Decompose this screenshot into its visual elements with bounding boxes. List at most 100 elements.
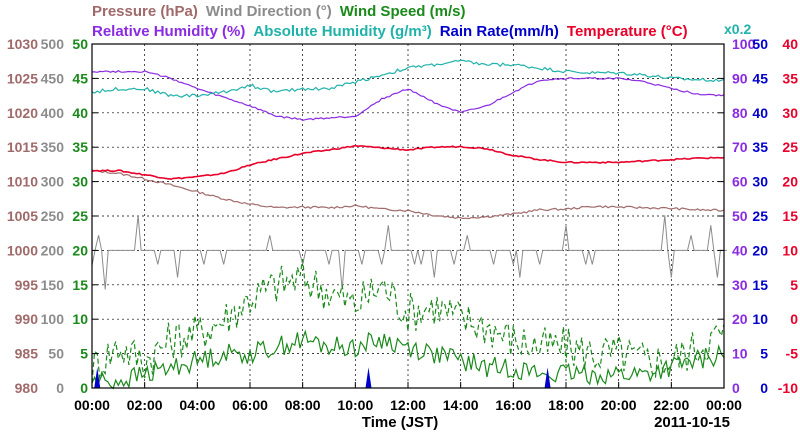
date-label: 2011-10-15 [654,414,730,431]
y-tick-label: 1010 [7,174,38,190]
x-tick-label: 18:00 [548,397,584,413]
y-tick-label: 35 [752,139,768,155]
x-tick-label: 22:00 [653,397,689,413]
y-tick-label: 25 [782,139,798,155]
y-tick-label: 15 [752,277,768,293]
y-tick-label: 5 [790,277,798,293]
y-tick-label: 100 [41,311,65,327]
y-tick-label: 300 [41,174,65,190]
legend-entry: Wind Speed (m/s) [340,3,466,20]
y-tick-label: 70 [732,139,748,155]
y-tick-label: 1000 [7,242,38,258]
temperature-c-line [91,144,725,181]
y-tick-label: 5 [80,346,88,362]
y-tick-label: 0 [80,380,88,396]
y-tick-label: 1020 [7,105,38,121]
y-tick-label: 450 [41,70,65,86]
y-tick-label: -5 [786,346,799,362]
relative-humidity-line [92,70,725,121]
y-tick-label: 990 [15,311,39,327]
pressure-hpa-line [91,169,725,220]
y-tick-label: 80 [732,105,748,121]
y-tick-label: 35 [72,139,88,155]
legend-entry: Pressure (hPa) [92,3,198,20]
y-tick-label: 100 [732,36,756,52]
y-tick-label: 10 [732,346,748,362]
y-tick-label: 45 [752,70,768,86]
y-tick-label: 10 [72,311,88,327]
y-tick-label: 15 [72,277,88,293]
absolute-humidity-g-m-line [91,59,725,98]
y-tick-label: 20 [732,311,748,327]
y-tick-label: 0 [760,380,768,396]
y-tick-label: 40 [732,242,748,258]
y-tick-label: 60 [732,174,748,190]
y-tick-label: 985 [15,346,39,362]
x-tick-label: 00:00 [706,397,742,413]
x-tick-label: 14:00 [443,397,479,413]
series-group [91,59,727,390]
legend-entry: Absolute Humidity (g/m³) [253,23,431,40]
wind-speed-m-s-line [91,329,725,390]
y-tick-label: 150 [41,277,65,293]
wind-speed-m-s-line [91,259,725,383]
y-tick-label: 10 [752,311,768,327]
rain-rate-mark [94,367,101,388]
y-tick-label: 50 [72,36,88,52]
y-tick-label: 30 [732,277,748,293]
y-tick-label: 1025 [7,70,38,86]
y-tick-label: 90 [732,70,748,86]
y-tick-label: 0 [732,380,740,396]
y-tick-label: 40 [782,36,798,52]
legend: Pressure (hPa) Wind Direction (°) Wind Spe… [92,3,751,40]
y-tick-label: 1015 [7,139,38,155]
y-tick-label: 50 [732,208,748,224]
legend-entry: Wind Direction (°) [206,3,332,20]
x-tick-label: 10:00 [337,397,373,413]
y-tick-label: 45 [72,70,88,86]
y-tick-label: 1005 [7,208,38,224]
y-tick-label: 400 [41,105,65,121]
legend-entry: Relative Humidity (%) [92,23,245,40]
y-tick-label: 20 [752,242,768,258]
y-tick-label: 0 [790,311,798,327]
y-tick-label: 30 [752,174,768,190]
x-tick-label: 08:00 [285,397,321,413]
rain-rate-mark [544,367,551,388]
x-axis-label: Time (JST) [362,414,438,431]
y-tick-label: 350 [41,139,65,155]
y-tick-label: 30 [782,105,798,121]
x-tick-label: 20:00 [601,397,637,413]
y-tick-label: 500 [41,36,65,52]
y-tick-label: 980 [15,380,39,396]
y-tick-label: 35 [782,70,798,86]
x-tick-label: 04:00 [179,397,215,413]
y-tick-label: 40 [72,105,88,121]
y-tick-label: 20 [782,174,798,190]
x-tick-label: 06:00 [232,397,268,413]
rain-rate-mark [365,367,372,388]
x-tick-label: 16:00 [495,397,531,413]
y-tick-label: 30 [72,174,88,190]
y-tick-label: 200 [41,242,65,258]
x-tick-label: 00:00 [74,397,110,413]
axes: 9809859909951000100510101015102010251030… [7,36,798,413]
y-tick-label: 50 [752,36,768,52]
y-tick-label: 10 [782,242,798,258]
legend-entry: Temperature (°C) [567,23,688,40]
y-tick-label: 1030 [7,36,38,52]
x-tick-label: 02:00 [127,397,163,413]
y-tick-label: 40 [752,105,768,121]
y-tick-label: 25 [752,208,768,224]
y-tick-label: 0 [56,380,64,396]
y-tick-label: 15 [782,208,798,224]
y-tick-label: 995 [15,277,39,293]
x-tick-label: 12:00 [390,397,426,413]
factor-note: x0.2 [724,21,751,37]
wind-direction-line [91,215,727,290]
y-tick-label: 250 [41,208,65,224]
legend-entry: Rain Rate(mm/h) [440,23,559,40]
y-tick-label: -10 [778,380,798,396]
y-tick-label: 25 [72,208,88,224]
